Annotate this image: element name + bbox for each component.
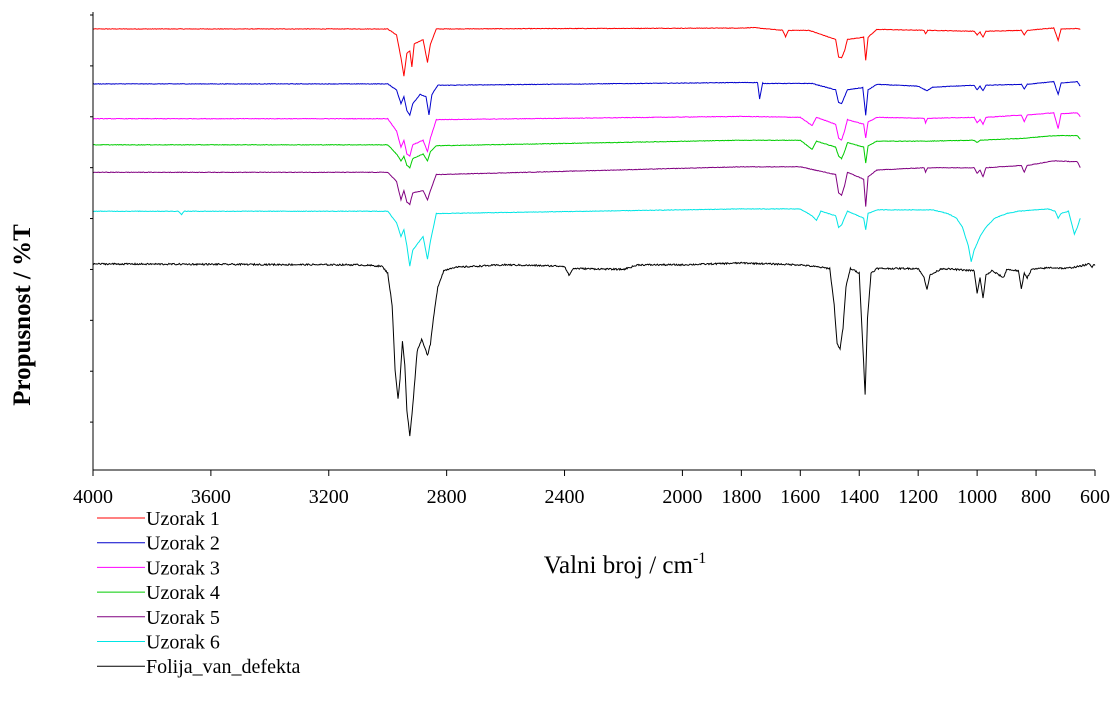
x-tick-label: 1400 [839,486,879,508]
x-tick-label: 1800 [721,486,761,508]
x-tick-label: 3200 [309,486,349,508]
series-line-1 [92,26,1081,77]
axes: 4000 3600 3200 2800 2400 2000 1800 1600 1400 1200… [73,12,1110,508]
series-line-5 [92,160,1081,207]
x-tick-label: 1000 [957,486,997,508]
x-tick-label: 2000 [662,486,702,508]
x-tick-label: 3600 [191,486,231,508]
x-axis-label-superscript: -1 [693,550,706,567]
y-ticks [90,14,93,423]
x-tick-label: 1600 [780,486,820,508]
x-tick-label: 2800 [427,486,467,508]
x-ticks: 4000 3600 3200 2800 2400 2000 1800 1600 1400 1200… [73,470,1110,508]
series-line-2 [92,80,1081,117]
series-line-3 [92,111,1081,158]
x-axis-label: Valni broj / cm-1 [544,550,707,579]
y-axis-label: Propusnost / %T [9,224,36,406]
x-tick-label: 800 [1021,486,1051,508]
series-line-4 [92,134,1081,169]
series-line-7 [92,261,1096,437]
x-tick-label: 1200 [898,486,938,508]
legend-label: Uzorak 4 [146,582,220,604]
plot-series [92,26,1096,437]
legend-label: Uzorak 6 [146,632,220,654]
x-tick-label: 600 [1080,486,1110,508]
legend-label: Folija_van_defekta [146,656,301,678]
x-axis-label-text: Valni broj / cm [544,552,694,579]
x-tick-label: 4000 [73,486,113,508]
legend-label: Uzorak 2 [146,533,220,555]
legend-label: Uzorak 3 [146,557,220,579]
legend-label: Uzorak 1 [146,508,220,530]
legend-label: Uzorak 5 [146,607,220,629]
series-line-6 [92,208,1081,267]
x-tick-label: 2400 [545,486,585,508]
